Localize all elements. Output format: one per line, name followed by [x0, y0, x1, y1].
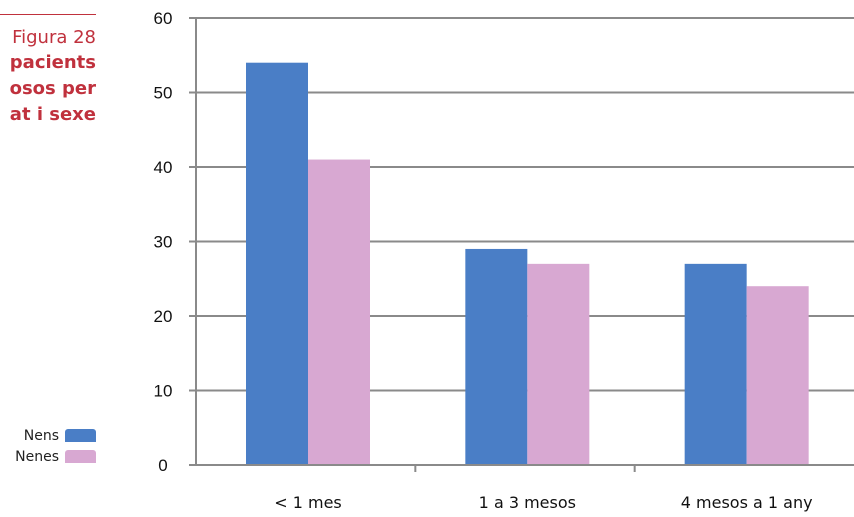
y-tick-label: 40 [154, 158, 173, 177]
bar-nens-1 [465, 248, 528, 465]
bar-nenes-2 [746, 286, 809, 465]
figure-title: Figura 28 pacients osos per at i sexe [10, 26, 96, 128]
chart-legend: Nens Nenes [0, 425, 96, 467]
y-tick-label: 50 [154, 84, 173, 103]
bar-nenes-1 [527, 263, 590, 465]
bar-nens-2 [684, 263, 747, 465]
figure-title-line-2: osos per [9, 78, 96, 99]
legend-swatch-nenes [65, 450, 96, 463]
figure-title-line-3: at i sexe [9, 104, 96, 125]
legend-swatch-nens [65, 429, 96, 442]
figure-title-line-1: pacients [9, 52, 96, 73]
y-tick-label: 60 [154, 9, 173, 28]
legend-label-nens: Nens [23, 427, 59, 444]
legend-item-nens: Nens [0, 425, 96, 446]
legend-item-nenes: Nenes [0, 446, 96, 467]
figure-number: Figura 28 [12, 27, 96, 48]
bar-nenes-0 [308, 159, 370, 466]
y-tick-label: 0 [158, 456, 167, 475]
x-category-label: 4 mesos a 1 any [681, 493, 813, 512]
x-category-label: 1 a 3 mesos [479, 493, 576, 512]
bar-nens-0 [246, 62, 308, 465]
y-tick-label: 30 [154, 233, 173, 252]
y-tick-label: 20 [154, 307, 173, 326]
x-category-label: < 1 mes [274, 493, 342, 512]
legend-label-nenes: Nenes [15, 448, 59, 465]
y-tick-label: 10 [154, 382, 173, 401]
title-rule [0, 14, 96, 15]
